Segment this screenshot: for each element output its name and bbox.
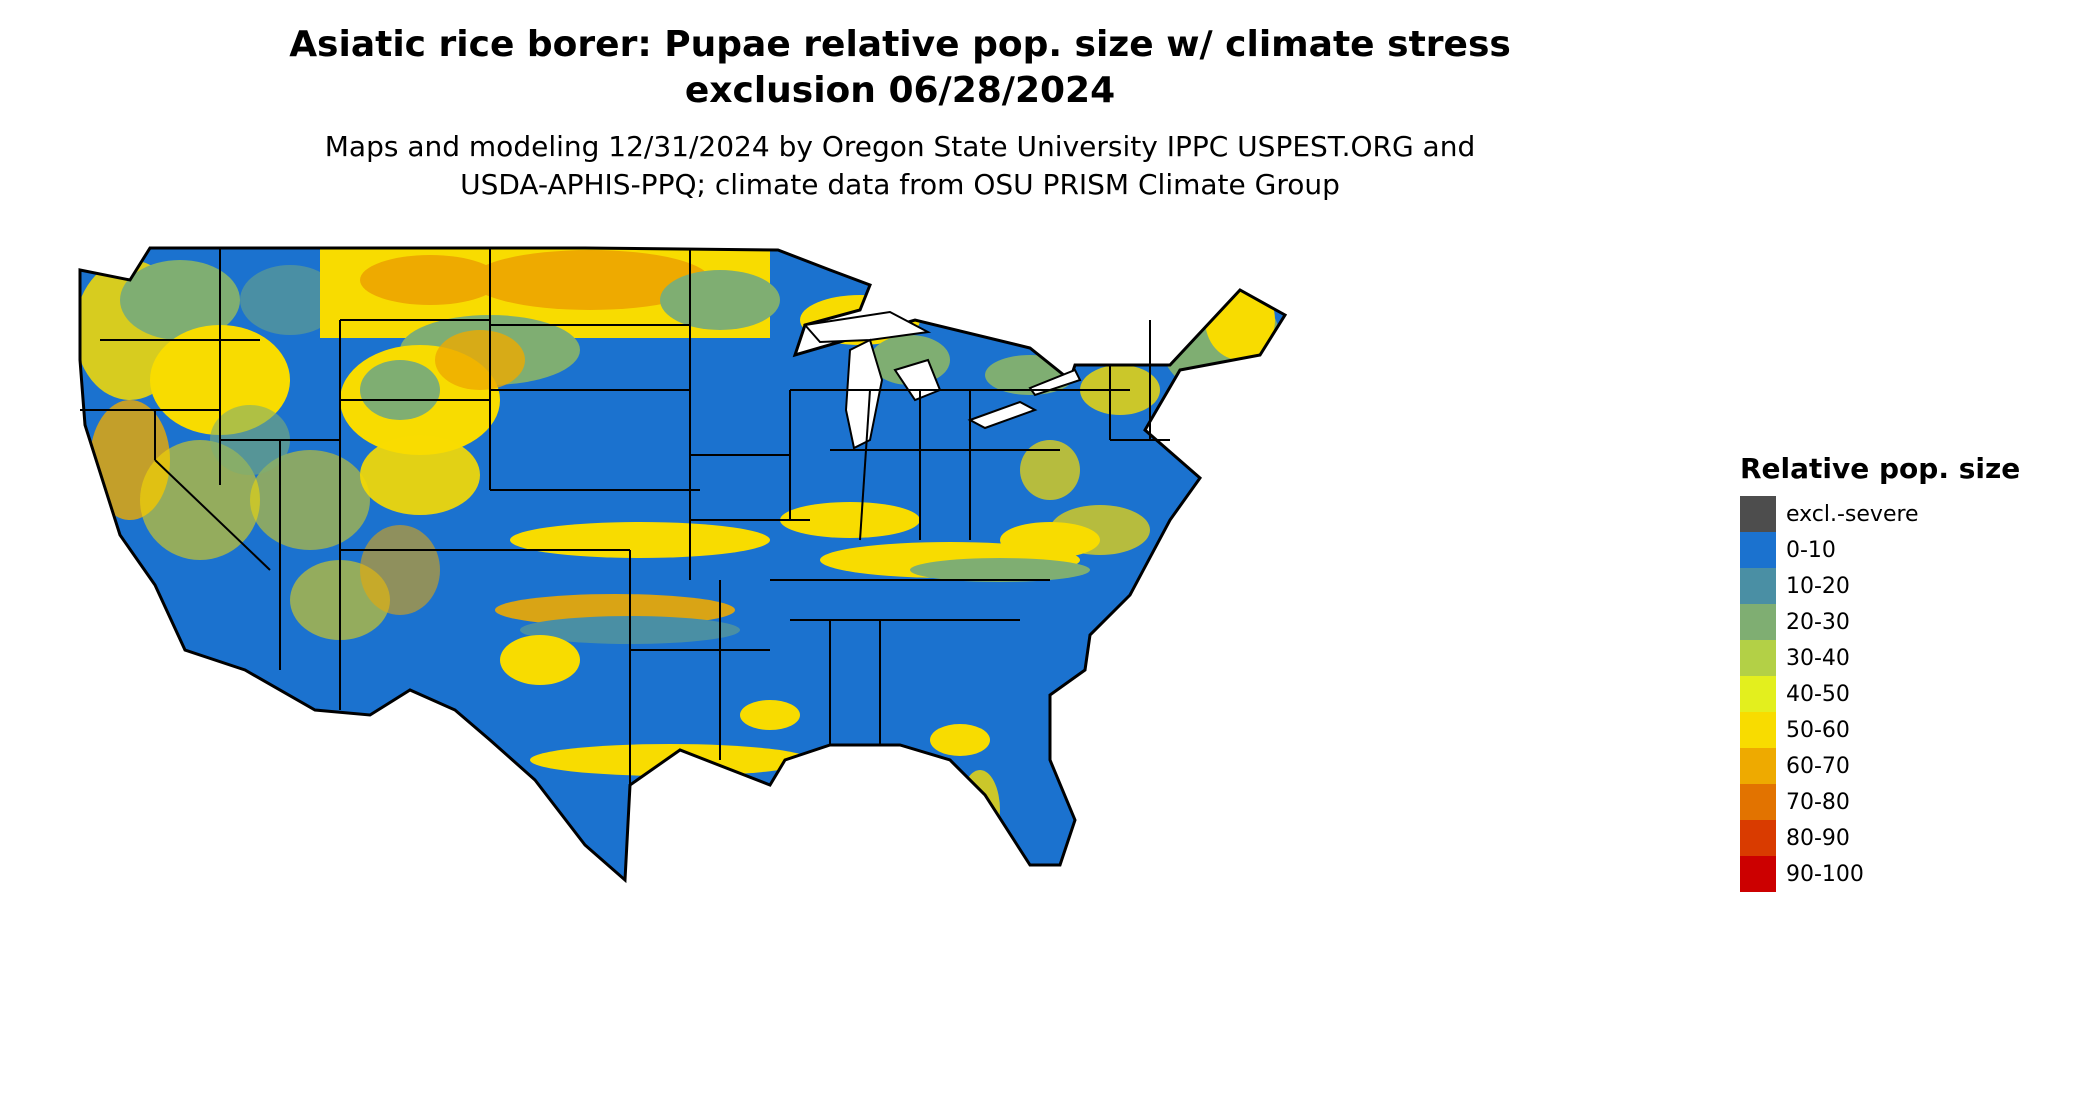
legend-label: 30-40 — [1786, 645, 1850, 671]
legend-item: 0-10 — [1740, 532, 2080, 568]
legend-label: 10-20 — [1786, 573, 1850, 599]
legend-swatch — [1740, 856, 1776, 892]
legend-label: 80-90 — [1786, 825, 1850, 851]
legend-label: 90-100 — [1786, 861, 1864, 887]
legend-item: 30-40 — [1740, 640, 2080, 676]
map-title-line-2: exclusion 06/28/2024 — [684, 70, 1116, 111]
legend-item: 10-20 — [1740, 568, 2080, 604]
legend-item: 70-80 — [1740, 784, 2080, 820]
legend-swatch — [1740, 712, 1776, 748]
legend-label: 40-50 — [1786, 681, 1850, 707]
legend-swatch — [1740, 640, 1776, 676]
legend-swatch — [1740, 604, 1776, 640]
map-subtitle-line-2: USDA-APHIS-PPQ; climate data from OSU PR… — [460, 168, 1340, 201]
us-map-canvas — [78, 246, 1287, 882]
legend-label: 50-60 — [1786, 717, 1850, 743]
map-title: Asiatic rice borer: Pupae relative pop. … — [190, 22, 1610, 114]
legend-swatch — [1740, 784, 1776, 820]
legend-item: 40-50 — [1740, 676, 2080, 712]
legend-label: excl.-severe — [1786, 501, 1919, 527]
legend-item: 20-30 — [1740, 604, 2080, 640]
legend-item: 80-90 — [1740, 820, 2080, 856]
legend-label: 70-80 — [1786, 789, 1850, 815]
legend-swatch — [1740, 676, 1776, 712]
map-subtitle-line-1: Maps and modeling 12/31/2024 by Oregon S… — [324, 130, 1476, 163]
legend: Relative pop. size excl.-severe 0-10 10-… — [1740, 452, 2080, 892]
legend-item: 90-100 — [1740, 856, 2080, 892]
state-borders — [80, 248, 1170, 785]
legend-swatch — [1740, 748, 1776, 784]
us-map — [70, 240, 1710, 1115]
legend-item: 60-70 — [1740, 748, 2080, 784]
map-title-line-1: Asiatic rice borer: Pupae relative pop. … — [289, 24, 1511, 65]
legend-label: 20-30 — [1786, 609, 1850, 635]
suitability-raster — [80, 248, 1285, 880]
legend-item: excl.-severe — [1740, 496, 2080, 532]
legend-title: Relative pop. size — [1740, 452, 2021, 485]
map-subtitle: Maps and modeling 12/31/2024 by Oregon S… — [190, 128, 1610, 204]
legend-swatch — [1740, 568, 1776, 604]
legend-label: 0-10 — [1786, 537, 1836, 563]
legend-swatch — [1740, 820, 1776, 856]
legend-item: 50-60 — [1740, 712, 2080, 748]
legend-swatch — [1740, 496, 1776, 532]
legend-swatch — [1740, 532, 1776, 568]
legend-label: 60-70 — [1786, 753, 1850, 779]
